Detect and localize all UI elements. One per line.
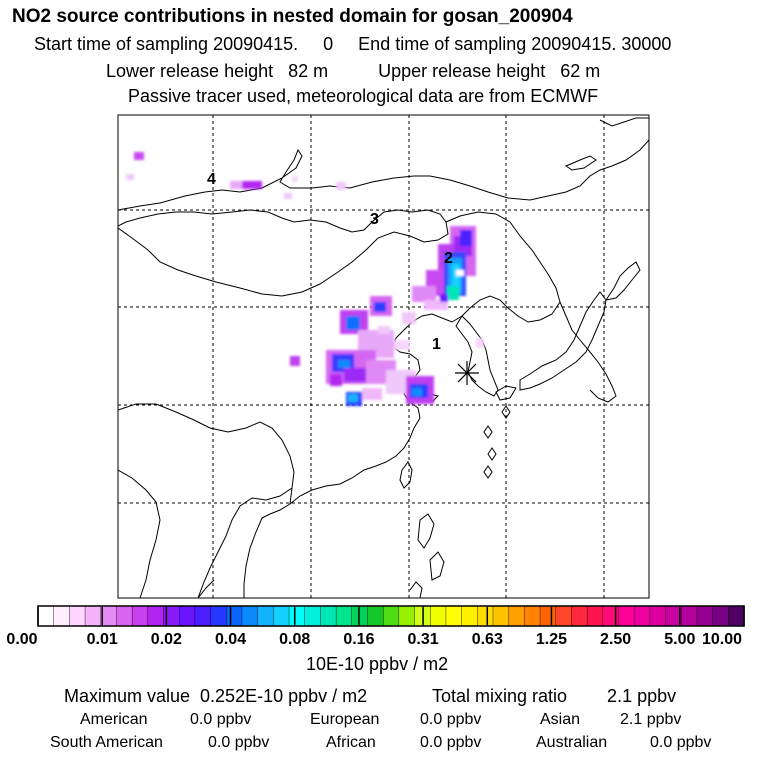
- colorbar-cell: [304, 605, 321, 627]
- colorbar-cell: [351, 605, 368, 627]
- tracer-info-line: Passive tracer used, meteorological data…: [128, 86, 599, 106]
- colorbar-cell: [194, 605, 212, 627]
- colorbar-cell: [712, 605, 729, 627]
- colorbar-cell: [210, 605, 227, 627]
- colorbar-cell: [571, 605, 588, 627]
- colorbar-cell: [367, 605, 384, 627]
- colorbar-cell: [696, 605, 714, 627]
- colorbar-cell: [555, 605, 572, 627]
- colorbar-tick-label: 0.01: [86, 631, 118, 648]
- map-frame: [117, 114, 650, 599]
- colorbar-cell: [37, 605, 55, 627]
- total-mixing-ratio-label: Total mixing ratio 2.1 ppbv: [432, 686, 677, 706]
- colorbar-cell: [461, 605, 478, 627]
- colorbar-cells: [37, 605, 745, 627]
- region-value-african: 0.0 ppbv: [420, 734, 482, 751]
- concentration-field: [126, 152, 484, 406]
- colorbar-cell: [508, 605, 525, 627]
- colorbar-cell: [288, 605, 306, 627]
- colorbar-cell: [226, 605, 243, 627]
- colorbar-cell: [273, 605, 290, 627]
- colorbar-cell: [728, 605, 745, 627]
- colorbar-cell: [131, 605, 149, 627]
- region-value-american: 0.0 ppbv: [190, 711, 252, 728]
- region-name-asian: Asian: [540, 711, 581, 728]
- region-value-european: 0.0 ppbv: [420, 711, 482, 728]
- region-value-australian: 0.0 ppbv: [650, 734, 712, 751]
- colorbar-cell: [492, 605, 510, 627]
- colorbar-cell: [586, 605, 604, 627]
- receptor-asterisk-icon: [455, 361, 479, 385]
- colorbar-cell: [618, 605, 635, 627]
- colorbar-cell: [100, 605, 117, 627]
- region-name-american: American: [80, 711, 148, 728]
- sampling-time-line: Start time of sampling 20090415. 0 End t…: [34, 34, 672, 54]
- colorbar-tick-label: 0.00: [6, 631, 38, 648]
- colorbar-cell: [524, 605, 541, 627]
- max-value-label: Maximum value 0.252E-10 ppbv / m2: [64, 686, 368, 706]
- colorbar-tick-label: 0.08: [279, 631, 311, 648]
- colorbar-cell: [69, 605, 86, 627]
- colorbar-tick-label: 2.50: [600, 631, 632, 648]
- colorbar-cell: [649, 605, 667, 627]
- colorbar-cell: [539, 605, 557, 627]
- region-label-2: 2: [444, 250, 453, 267]
- colorbar-cell: [445, 605, 463, 627]
- region-name-australian: Australian: [536, 734, 608, 751]
- colorbar-cell: [84, 605, 102, 627]
- region-label-1: 1: [432, 336, 441, 353]
- colorbar-tick-label: 0.02: [150, 631, 182, 648]
- colorbar-tick-label: 0.16: [343, 631, 375, 648]
- region-value-asian: 2.1 ppbv: [620, 711, 682, 728]
- colorbar-cell: [257, 605, 274, 627]
- colorbar-cell: [633, 605, 651, 627]
- colorbar-cell: [477, 605, 494, 627]
- colorbar-cell: [116, 605, 133, 627]
- colorbar-cell: [335, 605, 353, 627]
- region-labels: 1 2 3 4: [207, 171, 453, 353]
- region-name-south-american: South American: [50, 734, 163, 751]
- colorbar-units: 10E-10 ppbv / m2: [306, 654, 449, 674]
- colorbar-tick-label: 10.00: [701, 631, 743, 648]
- colorbar-cell: [53, 605, 70, 627]
- region-label-3: 3: [370, 211, 379, 228]
- colorbar-cell: [602, 605, 619, 627]
- colorbar-cell: [681, 605, 698, 627]
- colorbar-tick-label: 0.04: [214, 631, 247, 648]
- colorbar-tick-label: 0.31: [407, 631, 439, 648]
- release-height-line: Lower release height 82 m Upper release …: [106, 61, 601, 81]
- region-label-4: 4: [207, 171, 216, 188]
- colorbar-cell: [382, 605, 400, 627]
- colorbar-tick-label: 5.00: [664, 631, 696, 648]
- colorbar-cell: [398, 605, 416, 627]
- colorbar-tick-label: 1.25: [535, 631, 568, 648]
- colorbar-cell: [178, 605, 196, 627]
- colorbar-cell: [147, 605, 165, 627]
- plot-title: NO2 source contributions in nested domai…: [12, 6, 573, 27]
- colorbar-tick-label: 0.63: [471, 631, 503, 648]
- colorbar-cell: [320, 605, 337, 627]
- region-name-european: European: [310, 711, 380, 728]
- colorbar-cell: [241, 605, 259, 627]
- region-value-south-american: 0.0 ppbv: [208, 734, 270, 751]
- region-name-african: African: [326, 734, 376, 751]
- colorbar-cell: [430, 605, 447, 627]
